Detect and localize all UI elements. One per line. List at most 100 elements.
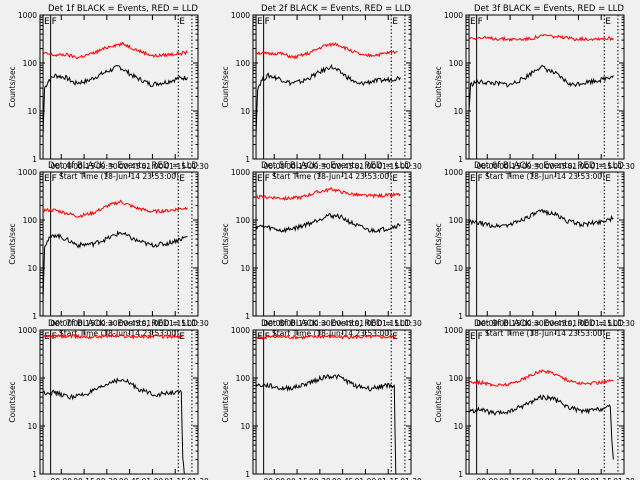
plot-frame	[39, 14, 199, 160]
x-tick-label: 00:45	[119, 477, 141, 480]
time-marker-label: F	[265, 17, 270, 27]
x-tick-label: 00:15	[286, 477, 308, 480]
x-tick-label: 00:30	[309, 319, 331, 328]
x-tick-label: 00:15	[73, 162, 95, 171]
y-tick-label: 100	[23, 216, 38, 225]
detector-panel: Det 3f BLACK = Events, RED = LLD 1 10 100 10…	[434, 4, 635, 181]
x-tick-label: 00:00	[263, 477, 285, 480]
time-marker-label: E	[470, 332, 476, 342]
plot-frame	[252, 329, 412, 475]
x-tick-label: 01:00	[355, 319, 377, 328]
y-tick-label: 10	[453, 422, 463, 431]
x-tick-label: 00:15	[499, 319, 521, 328]
time-marker-label: F	[52, 174, 57, 184]
panel-title: Det 5f BLACK = Events, RED = LLD	[261, 161, 411, 171]
events-series-line	[42, 230, 188, 302]
detector-panel: Det 4f BLACK = Events, RED = LLD 1 10 100 10…	[8, 161, 209, 338]
x-tick-label: 00:45	[119, 319, 141, 328]
detector-panel: Det 5f BLACK = Events, RED = LLD 1 10 100 10…	[221, 161, 422, 338]
x-tick-label: 01:30	[613, 477, 635, 480]
time-marker-label: E	[392, 174, 398, 184]
detector-panel: Det 7f BLACK = Events, RED = LLD 1 10 100 10…	[8, 319, 209, 480]
x-tick-label: 00:30	[96, 477, 118, 480]
x-tick-label: 01:00	[142, 162, 164, 171]
x-axis-label: Start Time (18-Jun-14 23:53:00)	[485, 329, 605, 338]
plot-frame	[252, 14, 412, 160]
x-tick-label: 00:00	[476, 162, 498, 171]
panel-title: Det 2f BLACK = Events, RED = LLD	[261, 4, 411, 14]
plot-frame	[465, 329, 625, 475]
y-tick-label: 100	[449, 59, 464, 68]
x-tick-label: 01:30	[400, 162, 422, 171]
y-tick-label: 1000	[231, 326, 250, 335]
x-axis-label: Start Time (18-Jun-14 23:53:00)	[485, 172, 605, 181]
y-axis-label: Counts/sec	[221, 223, 230, 264]
panel-title: Det 8f BLACK = Events, RED = LLD	[261, 319, 411, 329]
y-tick-label: 1000	[444, 326, 463, 335]
detector-panel: Det 2f BLACK = Events, RED = LLD 1 10 100 10…	[221, 4, 422, 181]
x-tick-label: 00:15	[499, 477, 521, 480]
x-tick-label: 00:00	[263, 162, 285, 171]
x-tick-label: 00:45	[545, 477, 567, 480]
x-tick-label: 01:00	[142, 477, 164, 480]
lld-series-line	[255, 42, 398, 60]
x-tick-label: 00:45	[545, 162, 567, 171]
time-marker-label: E	[179, 17, 185, 27]
x-tick-label: 01:30	[613, 162, 635, 171]
events-series-line	[255, 63, 401, 137]
y-tick-label: 10	[453, 264, 463, 273]
x-tick-label: 00:15	[286, 319, 308, 328]
x-tick-label: 01:15	[164, 477, 186, 480]
time-marker-label: E	[470, 174, 476, 184]
y-tick-label: 100	[236, 374, 251, 383]
plot-frame	[465, 14, 625, 160]
y-tick-label: 100	[449, 374, 464, 383]
y-tick-label: 10	[27, 107, 37, 116]
events-series-line	[468, 394, 614, 460]
detector-panel: Det 8f BLACK = Events, RED = LLD 1 10 100 10…	[221, 319, 422, 480]
time-marker-label: F	[478, 332, 483, 342]
events-series-line	[255, 212, 401, 234]
time-marker-label: E	[44, 17, 50, 27]
time-marker-label: E	[605, 17, 611, 27]
lld-series-line	[42, 199, 188, 218]
time-marker-label: E	[605, 332, 611, 342]
x-tick-label: 00:30	[522, 319, 544, 328]
y-tick-label: 1	[32, 312, 37, 321]
y-tick-label: 100	[23, 374, 38, 383]
lld-series-line	[42, 333, 183, 340]
y-tick-label: 1000	[231, 168, 250, 177]
y-tick-label: 1	[458, 312, 463, 321]
y-tick-label: 10	[240, 264, 250, 273]
x-tick-label: 00:15	[499, 162, 521, 171]
time-marker-label: E	[44, 174, 50, 184]
x-tick-label: 00:00	[50, 162, 72, 171]
x-tick-label: 01:30	[400, 319, 422, 328]
time-marker-label: F	[52, 17, 57, 27]
x-tick-label: 01:00	[142, 319, 164, 328]
lld-series-line	[255, 334, 396, 341]
y-tick-label: 1000	[18, 326, 37, 335]
x-tick-label: 00:45	[332, 162, 354, 171]
events-series-line	[42, 65, 188, 137]
lld-series-line	[468, 369, 614, 388]
x-tick-label: 00:30	[309, 477, 331, 480]
x-tick-label: 00:30	[522, 162, 544, 171]
time-marker-label: E	[257, 17, 263, 27]
lld-series-line	[255, 186, 401, 201]
x-tick-label: 01:15	[377, 319, 399, 328]
y-tick-label: 100	[236, 59, 251, 68]
x-tick-label: 01:30	[400, 477, 422, 480]
x-tick-label: 00:30	[96, 319, 118, 328]
y-tick-label: 100	[236, 216, 251, 225]
x-tick-label: 01:15	[164, 162, 186, 171]
time-marker-label: E	[470, 17, 476, 27]
x-tick-label: 01:15	[377, 162, 399, 171]
y-tick-label: 1	[245, 470, 250, 479]
x-tick-label: 00:45	[332, 319, 354, 328]
time-marker-label: F	[478, 174, 483, 184]
y-tick-label: 1000	[231, 11, 250, 20]
x-tick-label: 00:30	[309, 162, 331, 171]
y-tick-label: 10	[453, 107, 463, 116]
plot-frame	[39, 329, 199, 475]
